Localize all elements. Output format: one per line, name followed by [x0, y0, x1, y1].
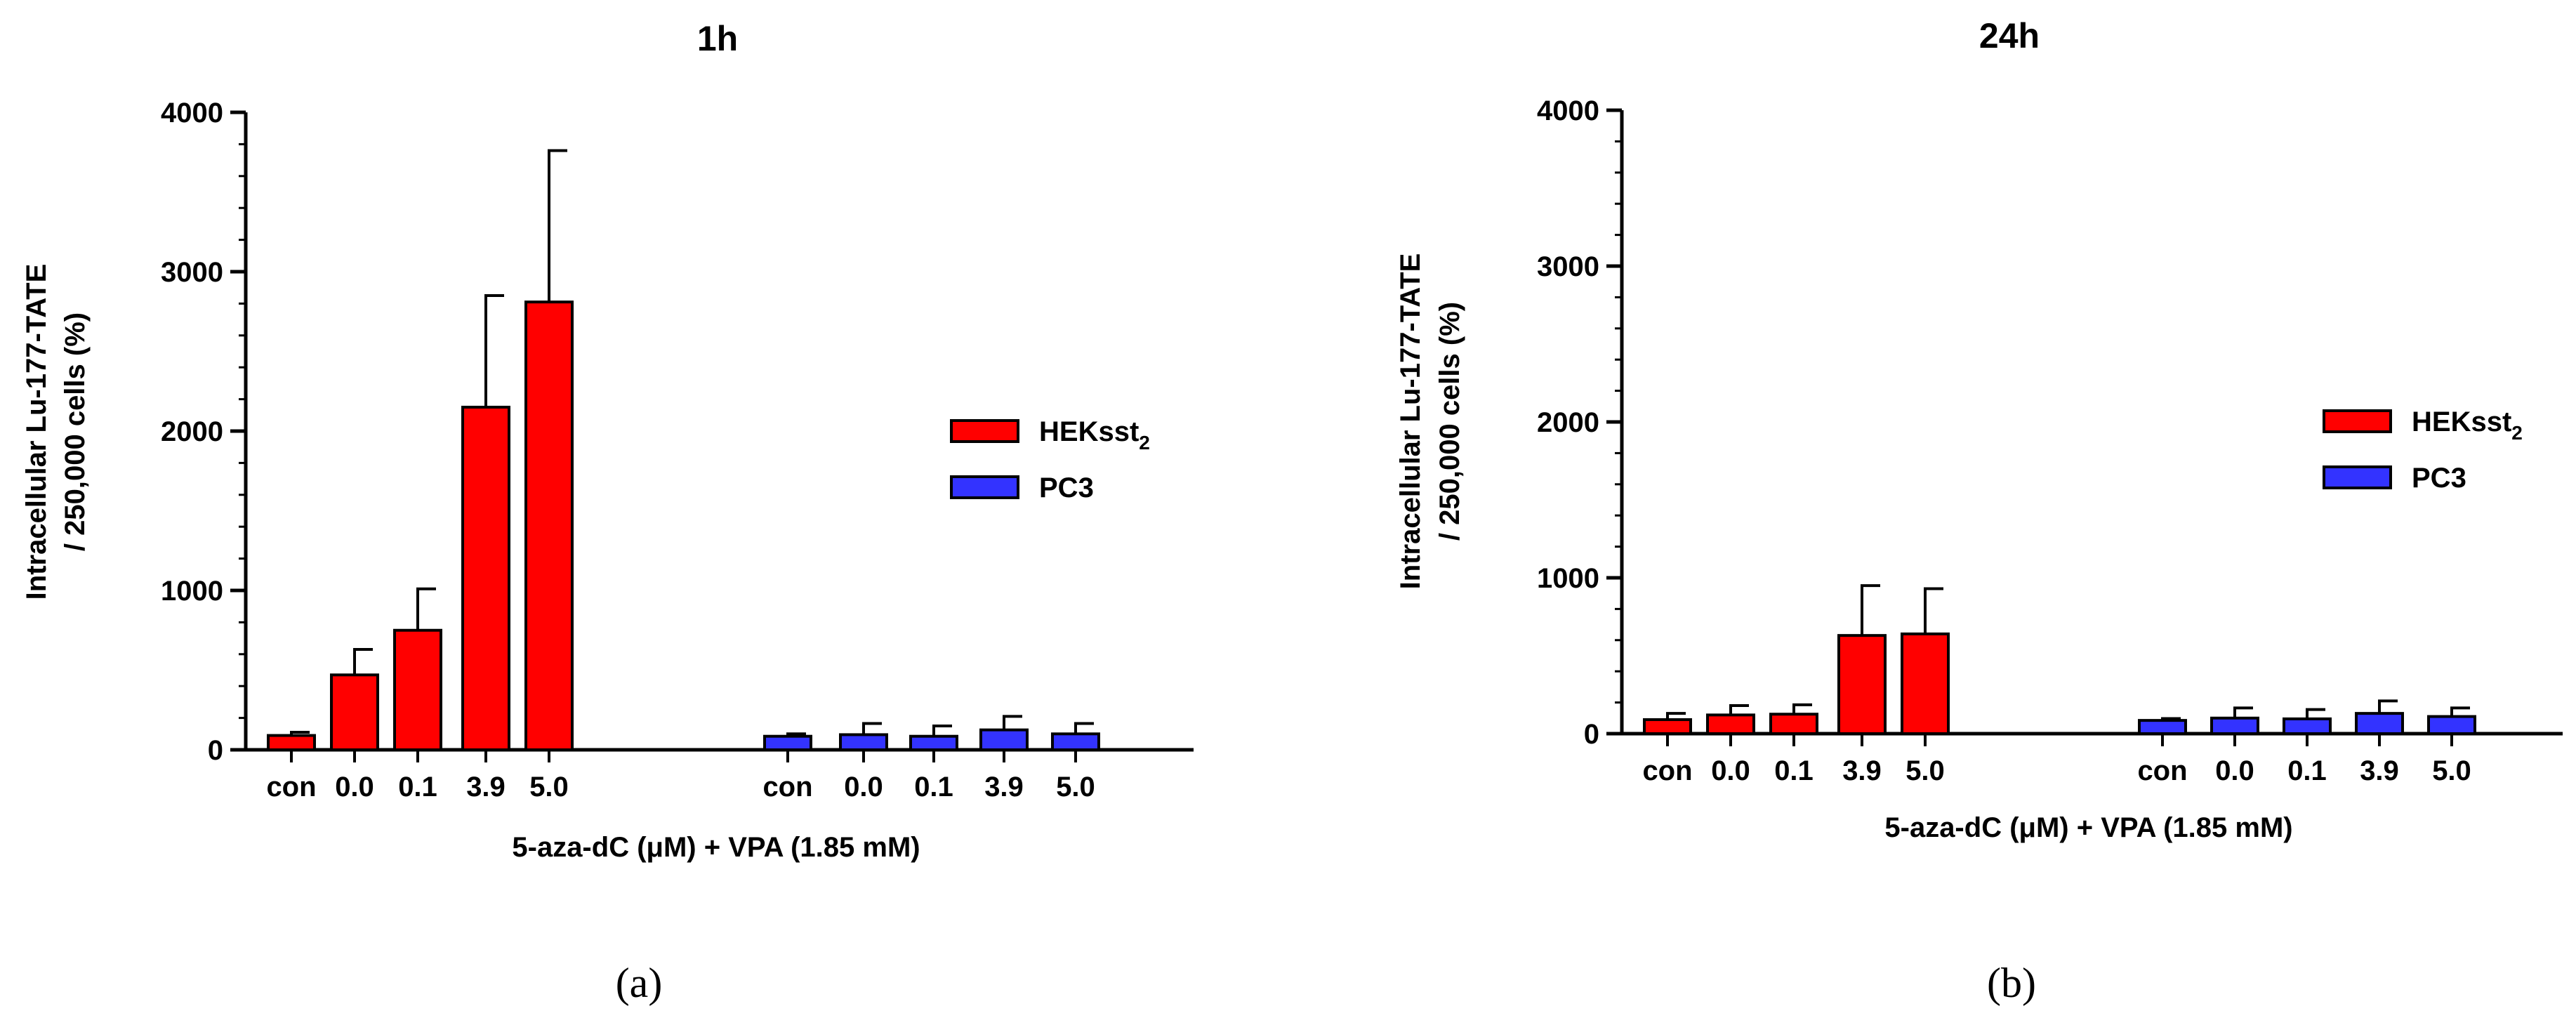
legend-label: PC3 — [2412, 463, 2466, 494]
x-tick-label: 0.1 — [398, 772, 437, 802]
chart-title: 24h — [1979, 16, 2040, 55]
legend-subscript: 2 — [1139, 432, 1150, 454]
bar — [1706, 713, 1755, 735]
x-tick-label: 3.9 — [2360, 755, 2399, 786]
bar — [909, 734, 958, 751]
legend-subscript: 2 — [2511, 422, 2523, 444]
x-tick-label: 0.0 — [335, 772, 374, 802]
chart-panel: 24h 0 1000 2000 3000 4000 Intracellular Lu-177… — [1395, 16, 2563, 1006]
legend-swatch — [950, 475, 1019, 499]
x-tick-label: 0.0 — [1711, 755, 1750, 786]
legend-entry: HEKsst2 — [2412, 406, 2523, 444]
bar — [2427, 715, 2476, 736]
legend-swatch — [2323, 465, 2392, 489]
y-tick-label: 3000 — [1537, 251, 1599, 282]
bar — [2355, 712, 2404, 736]
bar — [2210, 716, 2259, 735]
chart-title: 1h — [697, 19, 738, 58]
x-tick-label: 0.0 — [2215, 755, 2254, 786]
panel-label: (a) — [616, 960, 663, 1006]
x-tick-label: 3.9 — [1842, 755, 1882, 786]
bar — [1769, 713, 1818, 735]
legend-entry: PC3 — [2412, 463, 2466, 494]
y-axis-label-line: / 250,000 cells (%) — [1434, 302, 1465, 541]
y-tick-label: 4000 — [1537, 95, 1599, 126]
bar — [461, 405, 510, 751]
y-tick-label: 4000 — [161, 98, 223, 128]
legend-label: HEKsst — [2412, 406, 2511, 437]
bar — [1901, 632, 1950, 735]
bar — [524, 300, 574, 751]
x-tick-label: con — [762, 772, 812, 802]
legend-swatch — [950, 419, 1019, 443]
y-axis-label-line: Intracellular Lu-177-TATE — [1395, 253, 1426, 590]
y-tick-label: 0 — [208, 735, 223, 766]
bar — [1643, 718, 1692, 736]
x-tick-label: con — [1642, 755, 1692, 786]
x-tick-label: 5.0 — [1905, 755, 1945, 786]
bar — [979, 728, 1029, 751]
bar — [1837, 634, 1887, 736]
legend-entry: PC3 — [1039, 472, 1094, 503]
x-tick-label: 5.0 — [2432, 755, 2471, 786]
x-tick-label: con — [2137, 755, 2187, 786]
chart-panel: 1h 0 1000 2000 3000 4000 Intracellular Lu-177-… — [21, 19, 1194, 1006]
bar — [839, 733, 888, 752]
y-tick-label: 0 — [1584, 719, 1599, 750]
y-tick-label: 2000 — [161, 416, 223, 447]
y-axis-label-line: / 250,000 cells (%) — [60, 312, 91, 551]
bar — [330, 673, 379, 751]
x-tick-label: 0.1 — [914, 772, 953, 802]
legend-label: HEKsst — [1039, 416, 1139, 447]
bar — [393, 628, 442, 751]
y-tick-label: 3000 — [161, 257, 223, 288]
x-axis-label: 5-aza-dC (μM) + VPA (1.85 mM) — [512, 832, 920, 863]
x-tick-label: 3.9 — [466, 772, 506, 802]
y-tick-label: 2000 — [1537, 407, 1599, 438]
x-tick-label: 5.0 — [529, 772, 569, 802]
x-tick-label: 0.1 — [1774, 755, 1814, 786]
legend-entry: HEKsst2 — [1039, 416, 1150, 454]
x-tick-label: 0.1 — [2287, 755, 2327, 786]
x-tick-label: 5.0 — [1056, 772, 1095, 802]
y-tick-label: 1000 — [161, 576, 223, 607]
x-tick-label: con — [266, 772, 316, 802]
legend-swatch — [2323, 409, 2392, 433]
bar — [1051, 732, 1100, 752]
legend-label: PC3 — [1039, 472, 1094, 503]
x-tick-label: 0.0 — [844, 772, 883, 802]
bar — [2138, 719, 2187, 736]
x-tick-label: 3.9 — [984, 772, 1024, 802]
y-tick-label: 1000 — [1537, 563, 1599, 594]
bar — [267, 734, 316, 751]
panel-label: (b) — [1987, 960, 2036, 1006]
y-axis-label-line: Intracellular Lu-177-TATE — [21, 264, 52, 600]
bar — [763, 734, 812, 751]
bar — [2283, 717, 2332, 735]
x-axis-label: 5-aza-dC (μM) + VPA (1.85 mM) — [1884, 812, 2292, 843]
